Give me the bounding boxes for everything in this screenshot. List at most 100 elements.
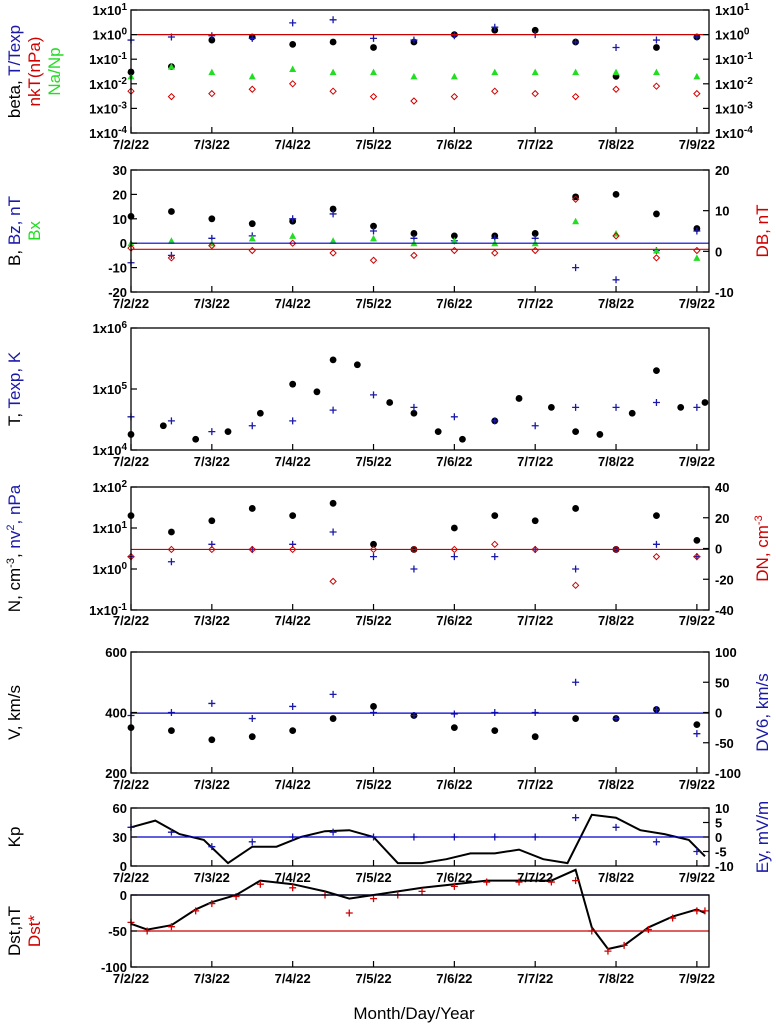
data-point-dot xyxy=(329,715,337,722)
y-tick-label: 1x104 xyxy=(93,442,128,458)
data-point-diamond xyxy=(410,97,418,105)
data-point-plus xyxy=(450,882,458,890)
data-point-dot xyxy=(168,727,175,735)
x-tick-label: 7/4/22 xyxy=(275,137,311,152)
x-tick-label: 7/8/22 xyxy=(598,137,634,152)
x-tick-label: 7/3/22 xyxy=(194,137,230,152)
data-point-plus xyxy=(450,413,458,421)
data-point-diamond xyxy=(167,545,176,554)
data-point-diamond xyxy=(531,246,539,255)
data-point-dot xyxy=(677,403,685,411)
data-point-plus xyxy=(289,702,297,710)
data-point-plus xyxy=(612,715,620,723)
data-point-dot xyxy=(701,399,709,406)
y-axis-label-2: nkT(nPa) xyxy=(25,37,44,107)
right-tick-label: 10 xyxy=(715,204,729,219)
x-tick-label: 7/7/22 xyxy=(517,870,553,885)
data-point-dot xyxy=(329,38,337,46)
y-axis-label-3: Na/Np xyxy=(45,47,64,95)
right-tick-label: -10 xyxy=(715,859,734,874)
x-tick-label: 7/8/22 xyxy=(598,613,634,628)
y-tick-label: -10 xyxy=(108,261,127,276)
data-point-dot xyxy=(450,524,458,532)
right-tick-label: -20 xyxy=(715,572,734,587)
data-point-plus xyxy=(652,36,660,44)
data-point-dot xyxy=(653,512,660,520)
data-point-diamond xyxy=(491,249,499,257)
data-point-plus xyxy=(669,914,677,922)
data-point-triangle xyxy=(370,234,378,242)
data-point-diamond xyxy=(531,89,539,98)
data-point-dot xyxy=(386,399,394,406)
y-axis-label: Kp xyxy=(5,827,24,848)
data-point-dot xyxy=(208,215,216,223)
data-point-diamond xyxy=(167,254,176,262)
y-tick-label: -50 xyxy=(108,924,127,939)
data-point-triangle xyxy=(248,234,256,242)
y-tick-label: -100 xyxy=(101,960,127,975)
data-point-plus xyxy=(370,227,378,235)
data-point-plus xyxy=(572,264,580,272)
right-axis-label: Ey, mV/m xyxy=(753,801,772,873)
data-point-triangle xyxy=(248,72,256,80)
data-point-dot xyxy=(289,40,297,48)
data-point-dot xyxy=(208,736,216,744)
data-point-plus xyxy=(701,907,709,915)
right-tick-label: 1x10-1 xyxy=(715,51,753,67)
y-tick-label: 1x101 xyxy=(93,520,128,536)
data-point-dot xyxy=(653,367,660,375)
right-axis-label: DV6, km/s xyxy=(753,673,772,751)
data-point-diamond xyxy=(410,251,418,260)
series-black xyxy=(127,356,709,443)
data-point-plus xyxy=(329,828,337,836)
data-point-plus xyxy=(491,23,499,31)
data-point-diamond xyxy=(693,89,701,98)
series-blue xyxy=(127,16,701,51)
data-point-plus xyxy=(612,823,620,831)
data-point-diamond xyxy=(329,87,337,95)
data-point-dot xyxy=(531,230,539,237)
data-point-plus xyxy=(208,32,216,40)
data-point-plus xyxy=(572,565,580,573)
right-tick-label: 1x101 xyxy=(715,2,750,18)
x-tick-label: 7/9/22 xyxy=(679,296,715,311)
x-tick-label: 7/2/22 xyxy=(113,777,149,792)
data-point-plus xyxy=(652,838,660,846)
x-tick-label: 7/7/22 xyxy=(517,613,553,628)
right-axis-label: DN, cm-3 xyxy=(753,515,772,581)
x-tick-label: 7/3/22 xyxy=(194,777,230,792)
right-tick-label: 1x10-4 xyxy=(715,125,753,141)
data-point-triangle xyxy=(410,72,418,80)
data-point-dot xyxy=(329,356,337,364)
series-black xyxy=(130,813,706,865)
data-point-plus xyxy=(248,715,256,723)
y-tick-label: 1x100 xyxy=(93,561,128,577)
data-point-plus xyxy=(693,403,701,411)
data-point-plus xyxy=(248,34,256,42)
right-tick-label: 0 xyxy=(715,244,722,259)
y-tick-label: 0 xyxy=(120,888,127,903)
data-point-diamond xyxy=(612,545,620,554)
x-tick-label: 7/2/22 xyxy=(113,296,149,311)
data-point-dot xyxy=(208,517,216,525)
series-red xyxy=(127,80,701,105)
data-point-dot xyxy=(289,727,297,735)
data-point-plus xyxy=(232,892,240,900)
data-point-triangle xyxy=(329,237,337,244)
data-point-dot xyxy=(531,26,539,34)
data-point-plus xyxy=(410,403,418,411)
data-point-plus xyxy=(450,553,458,561)
series-blue xyxy=(127,678,701,738)
x-tick-label: 7/5/22 xyxy=(355,296,391,311)
data-point-plus xyxy=(329,528,337,536)
data-point-plus xyxy=(208,428,216,436)
x-tick-label: 7/4/22 xyxy=(275,777,311,792)
panel-beta: 1x10-4 1x10-3 1x10-2 1x10-1 1x100 1x101 1x10-4… xyxy=(5,2,753,152)
series-black xyxy=(127,191,701,240)
panel-temperature: 1x104 1x105 1x106 7/2/22 7/3/22 7/4/22 7/5/22 7… xyxy=(5,320,715,469)
data-point-plus xyxy=(693,227,701,235)
data-point-plus xyxy=(652,705,660,713)
data-point-diamond xyxy=(450,246,459,255)
y-axis-label: B, Bz, nT xyxy=(5,196,24,266)
